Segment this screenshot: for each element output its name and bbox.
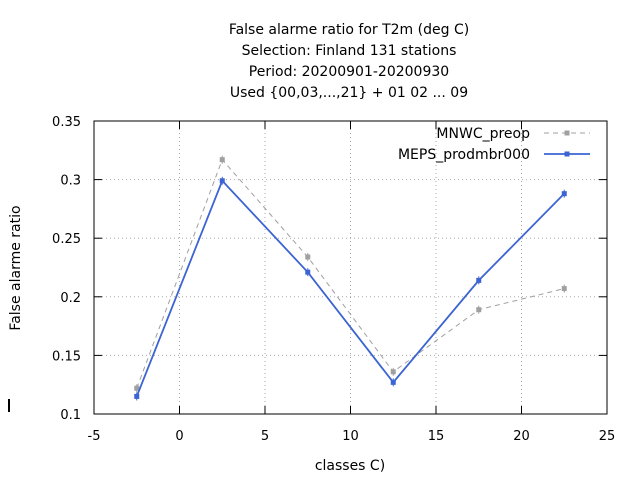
y-tick-label: 0.1: [60, 408, 81, 423]
title-line: Selection: Finland 131 stations: [242, 43, 457, 59]
data-point: [561, 191, 567, 197]
data-point: [390, 369, 396, 375]
data-point: [134, 385, 140, 391]
y-tick-label: 0.2: [60, 291, 81, 306]
data-point: [305, 269, 311, 275]
title-line: Period: 20200901-20200930: [249, 64, 449, 80]
legend-label: MNWC_preop: [436, 126, 530, 142]
plot-frame: [93, 120, 608, 415]
series-line: [136, 158, 565, 389]
data-point: [476, 277, 482, 283]
x-tick-label: 25: [599, 429, 616, 444]
y-tick-label: 0.25: [52, 232, 81, 247]
x-tick-label: 0: [175, 429, 183, 444]
series-MEPS_prodmbr000: [134, 176, 567, 401]
axis-ticks: -5 0 5 10 15 20 25 0.1 0.15 0.2 0.25 0.3 0.35: [52, 115, 615, 444]
y-tick-label: 0.35: [52, 115, 81, 130]
y-tick-label: 0.3: [60, 174, 81, 189]
x-tick-label: -5: [88, 429, 101, 444]
chart-title: False alarme ratio for T2m (deg C) Select…: [229, 22, 469, 101]
x-tick-label: 15: [428, 429, 445, 444]
data-point: [134, 393, 140, 399]
title-line: Used {00,03,...,21} + 01 02 ... 09: [230, 85, 468, 101]
data-point: [476, 307, 482, 313]
data-point: [390, 379, 396, 385]
legend: MNWC_preop MEPS_prodmbr000: [398, 126, 590, 163]
x-tick-label: 10: [342, 429, 359, 444]
legend-label: MEPS_prodmbr000: [398, 147, 530, 163]
y-axis-label: False alarme ratio: [8, 205, 24, 330]
x-tick-label: 20: [513, 429, 530, 444]
series-line: [135, 179, 565, 397]
legend-marker: [564, 151, 570, 157]
series-group: [134, 155, 567, 401]
x-tick-label: 5: [261, 429, 269, 444]
y-tick-label: 0.15: [52, 349, 81, 364]
data-point: [561, 286, 567, 292]
grid: [94, 121, 607, 414]
data-point: [305, 254, 311, 260]
legend-marker: [564, 130, 570, 136]
x-axis-label: classes C): [315, 458, 385, 474]
data-point: [219, 157, 225, 163]
data-point: [219, 178, 225, 184]
series-MNWC_preop: [134, 155, 567, 393]
title-line: False alarme ratio for T2m (deg C): [229, 22, 469, 38]
